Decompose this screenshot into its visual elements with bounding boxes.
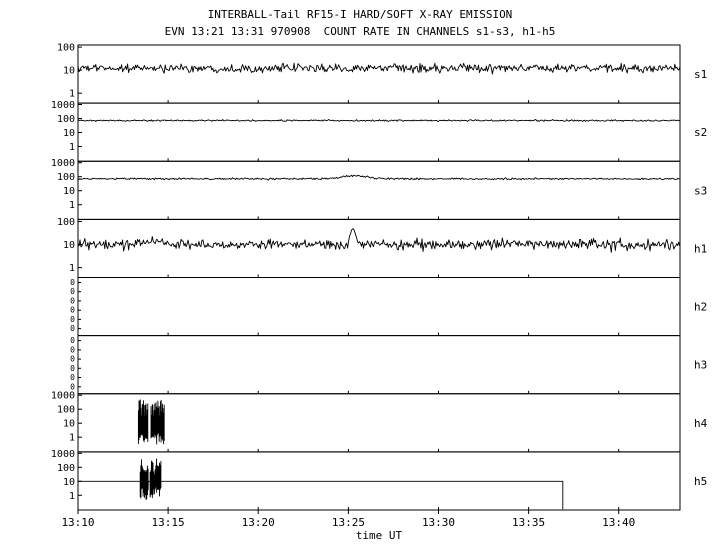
y-tick-label: 1 [69, 491, 75, 502]
y-tick-label: 0 [70, 306, 75, 315]
panel-border-s1 [77, 44, 681, 104]
panel-label-h4: h4 [694, 417, 708, 430]
panel-border-h4 [77, 393, 681, 453]
x-tick-label: 13:25 [332, 516, 365, 529]
y-tick-label: 0 [70, 336, 75, 345]
y-tick-label: 0 [70, 382, 75, 391]
panel-label-h2: h2 [694, 301, 707, 314]
y-tick-label: 10 [63, 477, 75, 488]
y-tick-label: 1 [69, 433, 75, 444]
y-tick-label: 0 [70, 345, 75, 354]
panel-border-h1 [77, 218, 681, 278]
panel-border-h2 [77, 277, 681, 337]
y-tick-label: 100 [57, 463, 75, 474]
y-tick-label: 10 [63, 240, 75, 251]
y-tick-label: 10 [63, 66, 75, 77]
y-tick-label: 100 [57, 405, 75, 416]
panel-label-s1: s1 [694, 68, 707, 81]
series-s2 [77, 119, 680, 123]
panel-label-h1: h1 [694, 242, 707, 255]
x-tick-label: 13:40 [602, 516, 635, 529]
panel-border-s2 [77, 102, 681, 162]
y-tick-label: 10 [63, 419, 75, 430]
x-tick-label: 13:35 [512, 516, 545, 529]
x-axis-title: time UT [355, 529, 403, 542]
x-tick-label: 13:30 [422, 516, 455, 529]
chart-title: INTERBALL-Tail RF15-I HARD/SOFT X-RAY EM… [207, 8, 513, 21]
panel-label-h5: h5 [694, 475, 707, 488]
y-tick-label: 0 [70, 364, 75, 373]
y-tick-label: 0 [70, 315, 75, 324]
series-h4-burst-1 [150, 399, 165, 445]
panel-label-s2: s2 [694, 126, 707, 139]
y-tick-label: 1000 [51, 100, 75, 111]
panel-border-s3 [77, 160, 681, 220]
y-tick-label: 1000 [51, 449, 75, 460]
y-tick-label: 1000 [51, 391, 75, 402]
y-tick-label: 10 [63, 128, 75, 139]
y-tick-label: 100 [57, 217, 75, 228]
panel-label-s3: s3 [694, 184, 707, 197]
y-tick-label: 10 [63, 186, 75, 197]
panel-label-h3: h3 [694, 359, 707, 372]
y-tick-label: 100 [57, 172, 75, 183]
x-tick-label: 13:20 [242, 516, 275, 529]
y-tick-label: 100 [57, 114, 75, 125]
x-tick-label: 13:15 [152, 516, 185, 529]
chart-subtitle: EVN 13:21 13:31 970908 COUNT RATE IN CHA… [164, 25, 556, 38]
y-tick-label: 0 [70, 355, 75, 364]
panel-border-h3 [77, 335, 681, 395]
series-s3 [77, 174, 680, 181]
y-tick-label: 100 [57, 43, 75, 54]
series-h5 [78, 458, 564, 510]
series-h4-burst-0 [137, 399, 149, 444]
series-h1 [77, 228, 681, 253]
y-tick-label: 1000 [51, 158, 75, 169]
y-tick-label: 1 [69, 263, 75, 274]
y-tick-label: 0 [70, 287, 75, 296]
y-tick-label: 1 [69, 142, 75, 153]
y-tick-label: 0 [70, 324, 75, 333]
y-tick-label: 1 [69, 200, 75, 211]
y-tick-label: 0 [70, 373, 75, 382]
series-s1 [77, 62, 681, 75]
x-tick-label: 13:10 [61, 516, 94, 529]
y-tick-label: 0 [70, 296, 75, 305]
y-tick-label: 1 [69, 89, 75, 100]
y-tick-label: 0 [70, 278, 75, 287]
